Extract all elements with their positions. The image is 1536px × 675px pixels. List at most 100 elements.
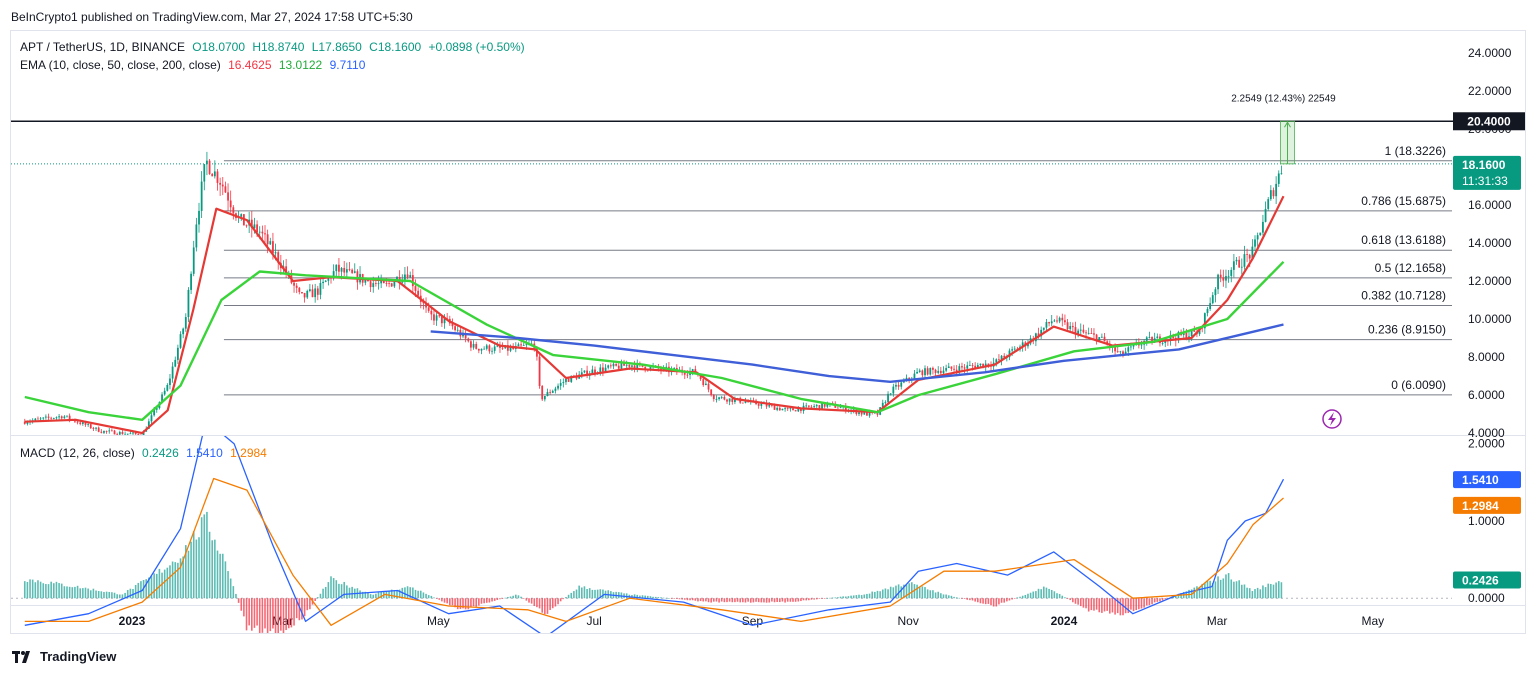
macd-histogram-bar [92, 588, 95, 599]
macd-histogram-bar [1153, 598, 1156, 603]
candle-body [501, 347, 504, 349]
candle-body [998, 359, 1000, 361]
candle-body [1243, 254, 1246, 267]
candle-body [591, 369, 594, 374]
candle-body [604, 367, 607, 372]
macd-histogram-bar [1109, 598, 1111, 614]
macd-histogram-bar [155, 573, 158, 599]
resistance-price-tag [1453, 112, 1525, 131]
candle-body [37, 418, 39, 420]
macd-histogram-bar [417, 590, 419, 599]
candle-body [195, 224, 198, 248]
candle-body [734, 399, 736, 402]
macd-histogram-bar [858, 594, 860, 599]
candle-body [599, 367, 602, 373]
macd-histogram-bar [1124, 598, 1127, 614]
macd-histogram-bar [792, 598, 794, 602]
candle-body [200, 181, 203, 211]
candle-body [900, 382, 903, 387]
candle-body [1214, 289, 1217, 296]
candle-body [945, 368, 948, 371]
candle-body [443, 318, 446, 324]
macd-histogram-bar [562, 598, 565, 600]
macd-histogram-bar [773, 598, 776, 603]
candle-body [129, 433, 132, 435]
macd-histogram-bar [757, 598, 760, 603]
legend-low: L17.8650 [311, 40, 362, 54]
candle-body [1040, 329, 1043, 337]
candle-body [169, 378, 171, 385]
macd-histogram-bar [1053, 591, 1056, 599]
candle-body [673, 368, 676, 370]
candle-body [81, 422, 84, 424]
candle-body [723, 396, 726, 400]
candle-body [211, 173, 214, 177]
macd-histogram-bar [815, 598, 818, 600]
macd-histogram-bar [570, 592, 573, 599]
macd-histogram-bar [961, 598, 963, 599]
macd-histogram-bar [1037, 588, 1040, 599]
macd-line-value: 1.5410 [186, 446, 223, 460]
macd-histogram-bar [119, 594, 121, 599]
macd-histogram-bar [369, 594, 372, 599]
legend-close: C18.1600 [369, 40, 422, 54]
legend-change: +0.0898 (+0.50%) [428, 40, 525, 54]
price-axis-tick: 10.0000 [1468, 312, 1512, 326]
candle-body [303, 293, 306, 298]
candle-body [433, 314, 435, 321]
candle-body [147, 421, 150, 429]
macd-histogram-bar [449, 598, 451, 606]
candle-body [876, 412, 879, 415]
time-axis-tick: Jul [586, 614, 601, 628]
macd-histogram-bar [103, 591, 105, 599]
macd-histogram-bar [987, 598, 990, 604]
macd-histogram-bar [45, 583, 47, 599]
macd-histogram-bar [530, 598, 533, 604]
macd-histogram-bar [485, 598, 488, 603]
macd-histogram-bar [277, 598, 280, 633]
candle-body [895, 384, 897, 387]
candle-body [741, 402, 744, 404]
candle-body [1203, 313, 1206, 329]
candle-body [1246, 254, 1248, 255]
macd-histogram-bar [673, 598, 676, 599]
macd-histogram-bar [1103, 598, 1106, 612]
time-axis-tick: 2023 [119, 614, 146, 628]
macd-histogram-bar [55, 581, 58, 599]
macd-histogram-bar [1267, 583, 1270, 599]
candle-body [113, 430, 116, 435]
candle-body [1177, 331, 1180, 341]
candle-body [1003, 355, 1006, 358]
candle-body [538, 356, 541, 387]
candle-body [934, 369, 937, 373]
candle-body [1058, 317, 1061, 322]
macd-histogram-bar [831, 597, 834, 599]
macd-histogram-bar [158, 568, 161, 599]
macd-histogram-bar [380, 591, 382, 599]
macd-histogram-bar [924, 587, 926, 599]
candle-body [23, 421, 26, 424]
macd-hist-tag [1453, 571, 1521, 589]
macd-histogram-bar [1035, 591, 1037, 599]
macd-histogram-bar [1161, 598, 1164, 601]
macd-histogram-bar [699, 598, 702, 602]
candle-body [583, 370, 586, 373]
chart-canvas[interactable]: 4.0000 6.0000 8.0000 10.0000 12.0000 14.0000 1… [0, 0, 1536, 640]
macd-histogram-bar [185, 545, 187, 599]
macd-histogram-bar [1069, 598, 1072, 601]
macd-histogram-bar [1127, 598, 1130, 614]
macd-histogram-bar [187, 550, 190, 599]
candle-body [562, 382, 565, 384]
macd-histogram-bar [140, 581, 142, 599]
macd-histogram-bar [121, 594, 124, 599]
candle-body [277, 252, 280, 263]
candle-body [866, 412, 868, 416]
macd-histogram-bar [926, 589, 929, 599]
candle-body [609, 365, 612, 367]
legend-open: O18.0700 [192, 40, 246, 54]
candle-body [631, 365, 633, 367]
candle-body [971, 365, 974, 366]
candle-body [744, 401, 747, 403]
candle-body [929, 367, 932, 375]
macd-histogram-bar [1058, 593, 1061, 599]
